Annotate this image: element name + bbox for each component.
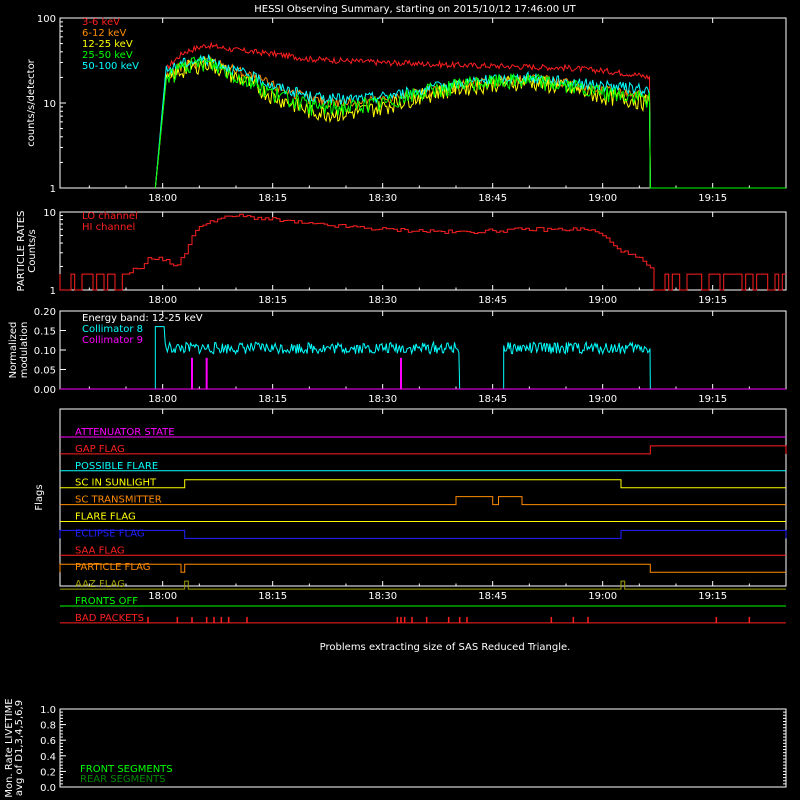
livetime-ylabel-2: avg of D1,3,4,5,6,9 xyxy=(14,700,25,796)
error-message: Problems extracting size of SAS Reduced … xyxy=(320,642,571,653)
series-50-100-keV-line xyxy=(154,54,786,189)
particle-rates-frame xyxy=(59,211,787,291)
series-collimator-8-line xyxy=(154,326,461,390)
particle-rates-ylabel-unit: Counts/s xyxy=(27,229,38,273)
flag-label: PARTICLE FLAG xyxy=(75,562,151,573)
count-rates-time-tick-label: 18:00 xyxy=(148,193,177,204)
particle-rates-time-tick-label: 19:15 xyxy=(698,295,727,306)
livetime-ytick-label: 0.4 xyxy=(40,752,56,763)
flags-time-tick-label: 18:00 xyxy=(148,591,177,602)
count-rates-ytick-label: 1 xyxy=(50,184,56,195)
livetime-legend-entry: REAR SEGMENTS xyxy=(80,774,166,785)
panel-count-rates: 18:00 18:15 18:30 18:45 19:00 19:15 1 10 100 coun… xyxy=(26,14,787,204)
particle-rates-legend-entry: LO channel xyxy=(82,211,138,222)
modulation-ytick-label: 0.20 xyxy=(34,307,56,318)
modulation-ytick-label: 0.05 xyxy=(34,366,56,377)
livetime-ytick-label: 0.8 xyxy=(40,721,56,732)
flags-time-tick-label: 18:45 xyxy=(478,591,507,602)
figure-title: HESSI Observing Summary, starting on 201… xyxy=(254,4,576,15)
modulation-ylabel: Normalized xyxy=(8,322,19,379)
particle-rates-legend-entry: HI channel xyxy=(82,222,135,233)
flag-label: ATTENUATOR STATE xyxy=(75,427,175,438)
particle-rates-time-tick-label: 18:00 xyxy=(148,295,177,306)
count-rates-time-tick-label: 18:45 xyxy=(478,193,507,204)
livetime-ytick-label: 0.2 xyxy=(40,767,56,778)
flags-ylabel: Flags xyxy=(34,484,45,510)
particle-rates-time-tick-label: 18:30 xyxy=(368,295,397,306)
livetime-ytick-label: 0.0 xyxy=(40,783,56,794)
flag-particle-flag-trace xyxy=(59,563,786,573)
count-rates-time-tick-label: 18:30 xyxy=(368,193,397,204)
flag-label: FRONTS OFF xyxy=(75,596,138,607)
panel-livetime: 0.0 0.2 0.4 0.6 0.8 1.0 Mon. Rate LIVETIME avg … xyxy=(4,698,787,798)
flag-label: SC TRANSMITTER xyxy=(75,495,162,506)
flags-time-tick-label: 19:00 xyxy=(588,591,617,602)
series-3-6-keV-line xyxy=(154,41,786,189)
flags-frame xyxy=(59,408,787,587)
flag-label: ECLIPSE FLAG xyxy=(75,528,145,539)
panel-modulation: 18:00 18:15 18:30 18:45 19:00 19:15 0.00 0.05 0.… xyxy=(8,307,787,405)
particle-rates-ytick-label: 1 xyxy=(50,286,56,297)
modulation-ytick-label: 0.10 xyxy=(34,346,56,357)
flag-eclipse-flag-trace xyxy=(59,529,787,539)
livetime-ytick-label: 0.6 xyxy=(40,736,56,747)
flag-label: BAD PACKETS xyxy=(75,613,144,624)
panel-particle-rates: 18:00 18:15 18:30 18:45 19:00 19:15 1 10 PARTICL… xyxy=(16,208,787,306)
particle-rates-time-tick-label: 18:45 xyxy=(478,295,507,306)
livetime-ytick-label: 1.0 xyxy=(40,705,56,716)
flag-label: POSSIBLE FLARE xyxy=(75,461,158,472)
series-collimator-8-line xyxy=(503,340,651,390)
flag-sc-in-sunlight-trace xyxy=(60,479,786,489)
count-rates-legend-entry: 12-25 keV xyxy=(82,39,133,50)
particle-rates-ytick-label: 10 xyxy=(43,208,56,219)
flags-time-tick-label: 18:15 xyxy=(258,591,287,602)
flag-aaz-flag-trace xyxy=(60,580,786,590)
count-rates-legend-entry: 25-50 keV xyxy=(82,50,133,61)
count-rates-ytick-label: 10 xyxy=(43,99,56,110)
modulation-time-tick-label: 19:15 xyxy=(698,394,727,405)
modulation-ylabel-2: modulation xyxy=(19,322,30,379)
flag-label: SC IN SUNLIGHT xyxy=(75,478,157,489)
particle-rates-ylabel: PARTICLE RATES xyxy=(16,211,27,292)
modulation-legend-entry: Collimator 9 xyxy=(82,335,143,346)
count-rates-legend-entry: 50-100 keV xyxy=(82,61,139,72)
modulation-time-tick-label: 18:45 xyxy=(478,394,507,405)
flag-label: SAA FLAG xyxy=(75,545,125,556)
count-rates-ytick-label: 100 xyxy=(37,14,56,25)
modulation-annotation: Energy band: 12-25 keV xyxy=(82,313,203,324)
modulation-ytick-label: 0.00 xyxy=(34,385,56,396)
count-rates-ylabel: counts/s/detector xyxy=(26,58,37,146)
flag-label: AAZ FLAG xyxy=(75,579,125,590)
particle-rates-time-tick-label: 18:15 xyxy=(258,295,287,306)
series-lo-channel-line xyxy=(59,213,786,291)
modulation-time-tick-label: 19:00 xyxy=(588,394,617,405)
livetime-legend-entry: FRONT SEGMENTS xyxy=(80,764,173,775)
flag-label: GAP FLAG xyxy=(75,444,125,455)
count-rates-time-tick-label: 19:00 xyxy=(588,193,617,204)
modulation-time-tick-label: 18:15 xyxy=(258,394,287,405)
count-rates-time-tick-label: 19:15 xyxy=(698,193,727,204)
modulation-legend-entry: Collimator 8 xyxy=(82,324,143,335)
count-rates-time-tick-label: 18:15 xyxy=(258,193,287,204)
livetime-frame xyxy=(59,708,787,788)
particle-rates-time-tick-label: 19:00 xyxy=(588,295,617,306)
modulation-time-tick-label: 18:30 xyxy=(368,394,397,405)
modulation-ytick-label: 0.15 xyxy=(34,327,56,338)
flag-gap-flag-trace xyxy=(60,445,787,455)
flags-time-tick-label: 18:30 xyxy=(368,591,397,602)
livetime-ylabel: Mon. Rate LIVETIME xyxy=(4,698,15,797)
flag-label: FLARE FLAG xyxy=(75,512,136,523)
series-25-50-keV-line xyxy=(154,56,786,189)
flag-sc-transmitter-trace xyxy=(60,496,786,506)
count-rates-frame xyxy=(59,17,787,189)
count-rates-legend-entry: 6-12 keV xyxy=(82,28,126,39)
count-rates-legend-entry: 3-6 keV xyxy=(82,17,120,28)
modulation-time-tick-label: 18:00 xyxy=(148,394,177,405)
panel-flags: 18:00 18:15 18:30 18:45 19:00 19:15 Flags ATTEN… xyxy=(34,408,787,624)
flags-time-tick-label: 19:15 xyxy=(698,591,727,602)
